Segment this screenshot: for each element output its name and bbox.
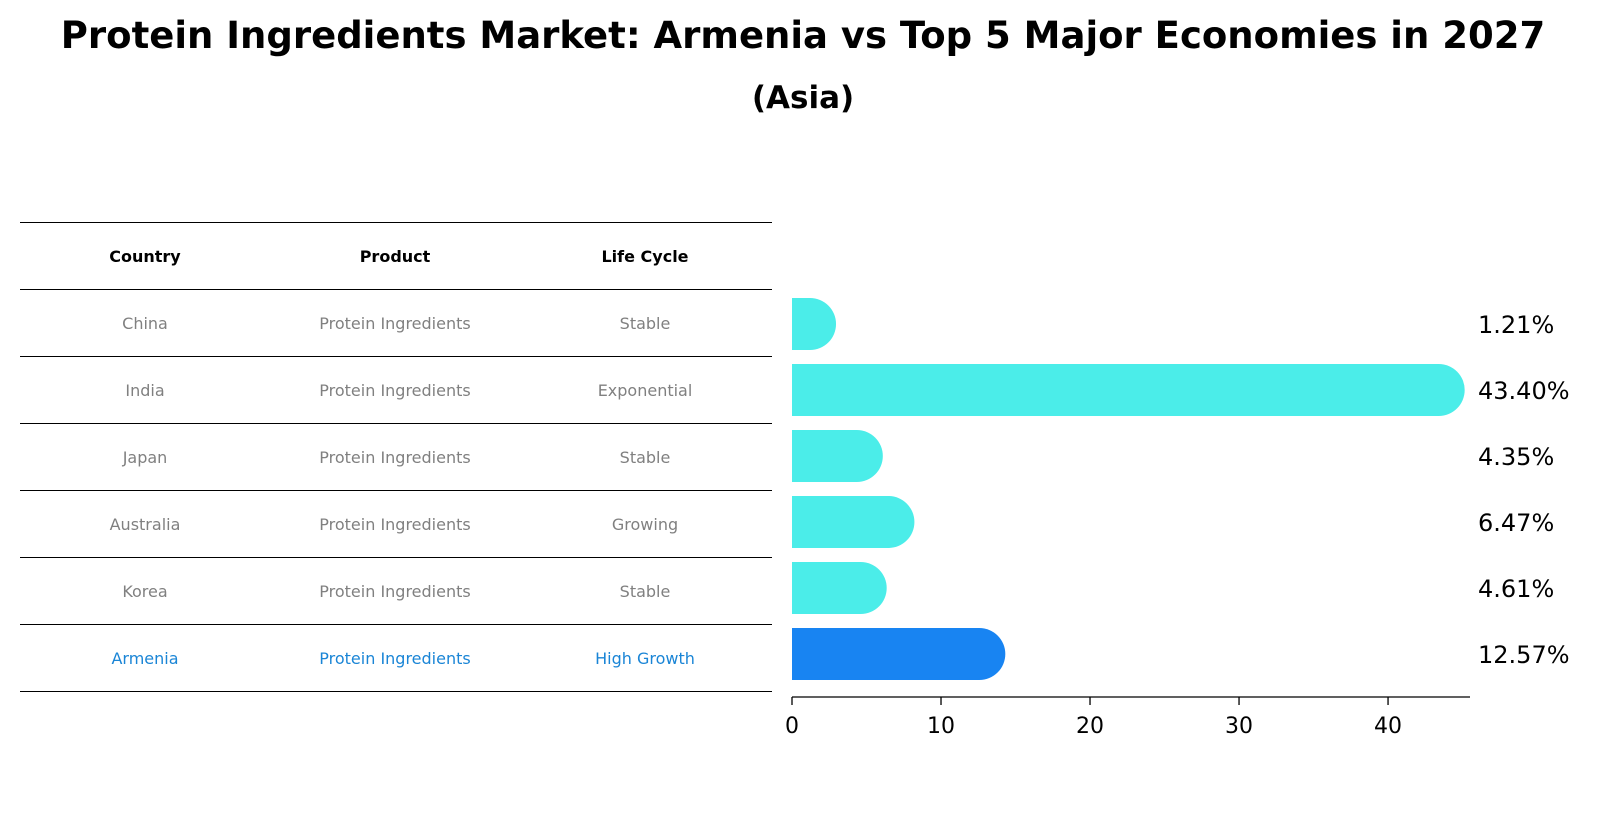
- table-row: Korea Protein Ingredients Stable: [20, 557, 772, 624]
- bar-japan: [792, 430, 883, 482]
- table-row-highlight: Armenia Protein Ingredients High Growth: [20, 624, 772, 692]
- table-row: China Protein Ingredients Stable: [20, 289, 772, 356]
- cell-country: Australia: [109, 514, 181, 534]
- cell-product: Protein Ingredients: [319, 581, 471, 601]
- cell-product: Protein Ingredients: [319, 648, 471, 668]
- x-tick-label: 20: [1076, 714, 1104, 739]
- bar-korea: [792, 562, 887, 614]
- bar-armenia: [792, 628, 1006, 680]
- chart-title: Protein Ingredients Market: Armenia vs T…: [60, 14, 1546, 57]
- cell-country: India: [125, 380, 165, 400]
- cell-country: Japan: [122, 447, 168, 467]
- cell-life-cycle: Growing: [611, 514, 679, 534]
- value-label-india: 43.40%: [1478, 377, 1570, 405]
- table-row: Japan Protein Ingredients Stable: [20, 423, 772, 490]
- header-product: Product: [359, 246, 431, 266]
- chart-subtitle: (Asia): [751, 80, 855, 116]
- bar-china: [792, 298, 837, 350]
- cell-country: China: [122, 313, 168, 333]
- cell-life-cycle: Stable: [619, 313, 671, 333]
- value-label-korea: 4.61%: [1478, 575, 1554, 603]
- cell-country: Korea: [122, 581, 168, 601]
- value-label-armenia: 12.57%: [1478, 641, 1570, 669]
- value-label-china: 1.21%: [1478, 311, 1554, 339]
- table-row: Australia Protein Ingredients Growing: [20, 490, 772, 557]
- x-tick-label: 0: [785, 714, 799, 739]
- x-tick-label: 40: [1374, 714, 1402, 739]
- cell-product: Protein Ingredients: [319, 447, 471, 467]
- bar-india: [792, 364, 1465, 416]
- cell-product: Protein Ingredients: [319, 313, 471, 333]
- value-label-australia: 6.47%: [1478, 509, 1554, 537]
- cell-product: Protein Ingredients: [319, 380, 471, 400]
- x-tick-label: 30: [1225, 714, 1253, 739]
- data-table: Country Product Life Cycle China Protein…: [20, 222, 772, 692]
- x-tick-label: 10: [927, 714, 955, 739]
- value-label-japan: 4.35%: [1478, 443, 1554, 471]
- cell-life-cycle: Stable: [619, 447, 671, 467]
- cell-product: Protein Ingredients: [319, 514, 471, 534]
- cell-life-cycle: High Growth: [595, 648, 695, 668]
- cell-life-cycle: Exponential: [597, 380, 693, 400]
- header-country: Country: [109, 246, 181, 266]
- cell-life-cycle: Stable: [619, 581, 671, 601]
- table-row: India Protein Ingredients Exponential: [20, 356, 772, 423]
- cell-country: Armenia: [111, 648, 179, 668]
- header-life-cycle: Life Cycle: [601, 246, 689, 266]
- bar-australia: [792, 496, 915, 548]
- table-header-row: Country Product Life Cycle: [20, 222, 772, 289]
